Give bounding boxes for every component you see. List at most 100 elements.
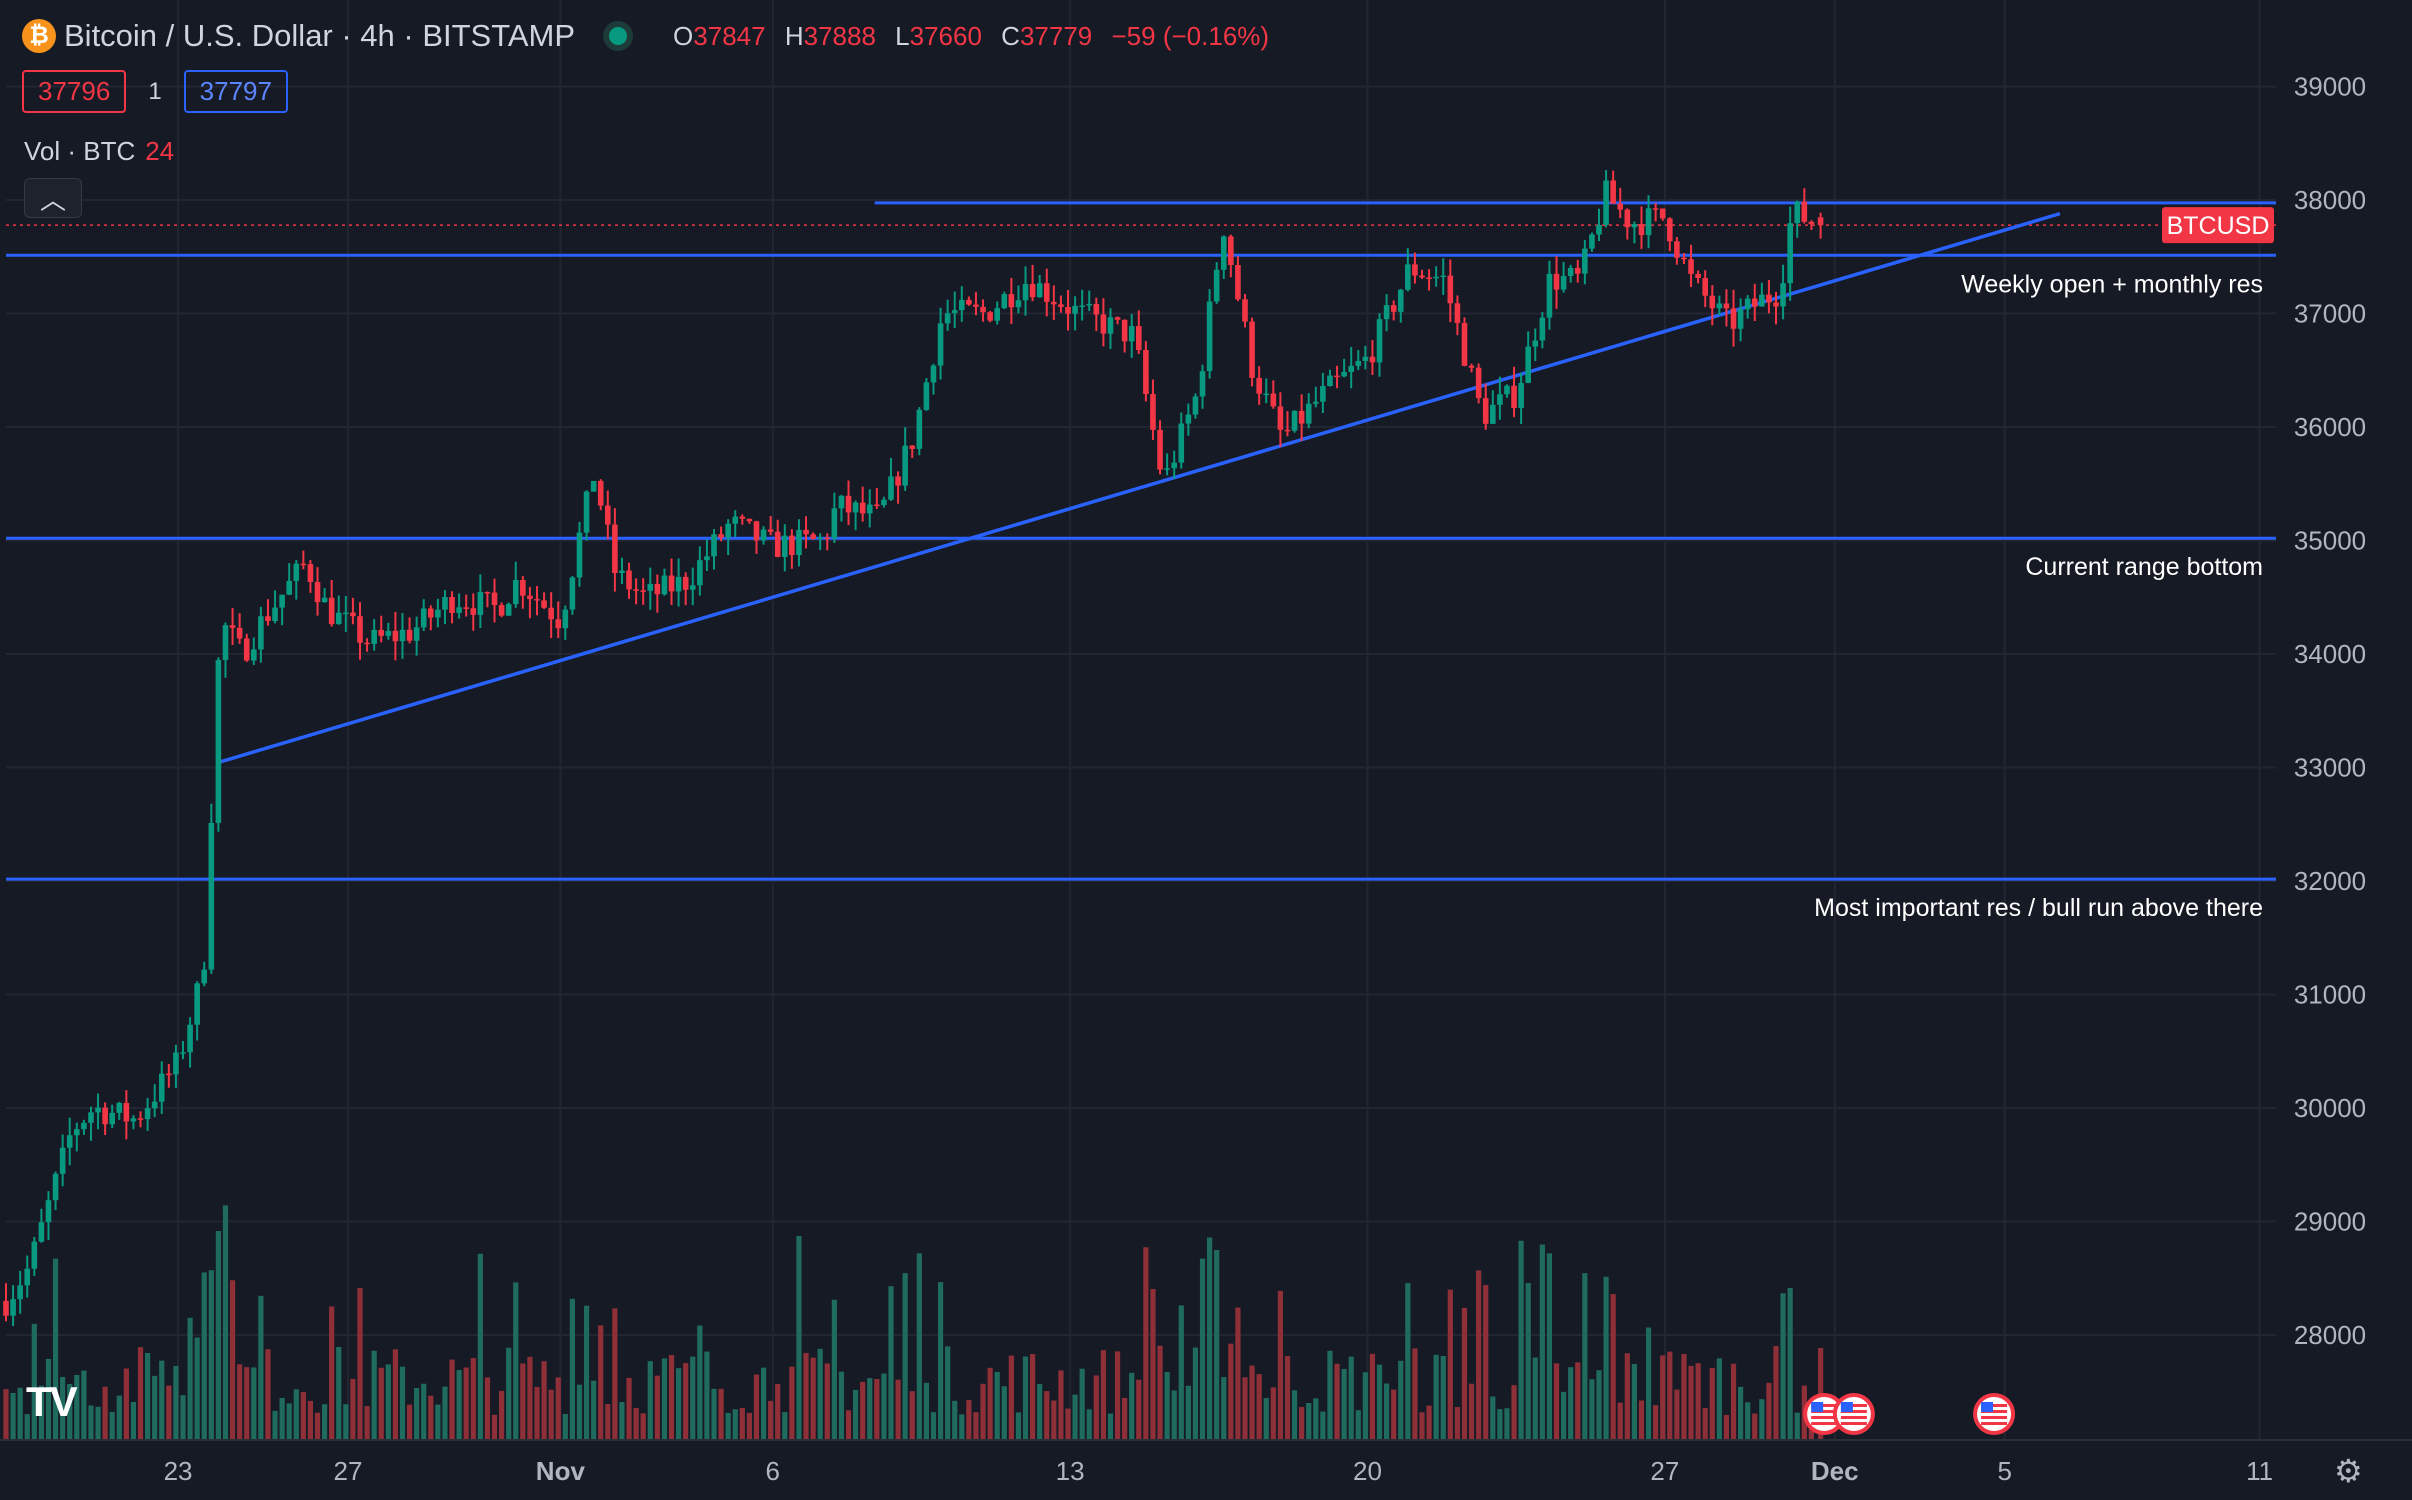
candle-body (1539, 317, 1546, 341)
candle-body (1043, 283, 1050, 302)
candle-body (1015, 300, 1022, 308)
volume-bar (668, 1354, 675, 1440)
candle-body (1150, 394, 1156, 430)
volume-bar (1143, 1247, 1149, 1440)
volume-bar (796, 1235, 802, 1440)
collapse-legend-button[interactable]: ︿ (24, 178, 82, 218)
candle-body (1702, 277, 1708, 296)
volume-bar (1376, 1364, 1383, 1440)
candle-body (307, 564, 314, 582)
candle-body (449, 597, 455, 613)
volume-bar (874, 1379, 880, 1440)
time-axis: 23 27 Nov 6 13 20 27 Dec 5 11 (0, 1439, 2412, 1486)
volume-bar (527, 1356, 533, 1440)
us-flag-icon[interactable] (1832, 1393, 1875, 1435)
candle-body (293, 563, 300, 581)
candle-body (505, 604, 512, 616)
candle-body (1348, 365, 1354, 372)
volume-bar (123, 1368, 129, 1440)
volume-bar (1667, 1351, 1673, 1440)
volume-bar (109, 1411, 115, 1440)
candle-body (335, 612, 342, 625)
volume-bar (10, 1392, 16, 1440)
candle-body (732, 516, 739, 524)
candle-body (222, 625, 229, 661)
candle-body (973, 304, 979, 307)
candle-body (767, 529, 774, 532)
candle-body (1638, 224, 1645, 236)
us-flag-icon[interactable] (1973, 1393, 2016, 1435)
gear-icon[interactable]: ⚙ (2334, 1453, 2363, 1489)
candle-body (605, 505, 611, 525)
candle-body (590, 480, 597, 492)
volume-bar (102, 1386, 108, 1440)
candle-body (1709, 295, 1716, 309)
volume-bar (399, 1366, 406, 1440)
y-tick-label: 33000 (2294, 753, 2366, 783)
candle-body (1589, 234, 1595, 249)
volume-bar (1398, 1360, 1404, 1440)
volume-bar (166, 1385, 172, 1440)
candle-body (102, 1107, 108, 1125)
candle-body (512, 579, 519, 605)
candle-body (725, 523, 731, 538)
volume-bar (470, 1358, 476, 1440)
symbol-tag-label: BTCUSD (2167, 212, 2270, 240)
candle-body (1022, 284, 1029, 301)
volume-bar (1624, 1353, 1630, 1440)
volume-bar (1030, 1354, 1036, 1440)
candle-body (852, 502, 859, 513)
volume-bar (1419, 1412, 1425, 1440)
chevron-up-icon: ︿ (39, 184, 66, 215)
quantity-value[interactable]: 1 (148, 77, 162, 105)
x-tick-label: 27 (1650, 1456, 1679, 1486)
candle-body (1277, 406, 1284, 430)
candle-body (1645, 208, 1652, 236)
candle-body (385, 630, 392, 636)
candle-body (576, 532, 583, 578)
candle-body (1518, 382, 1524, 408)
volume-bar (208, 1270, 214, 1440)
volume-bar (145, 1352, 151, 1440)
candle-body (1610, 180, 1616, 204)
candle-body (562, 609, 569, 629)
candle-body (17, 1285, 23, 1300)
candle-body (633, 589, 639, 591)
candle-body (1114, 317, 1121, 320)
volume-bar (1051, 1400, 1057, 1440)
volume-bar (477, 1253, 483, 1440)
buy-button[interactable]: 37797 (183, 70, 288, 113)
candle-body (1688, 259, 1694, 274)
candle-body (38, 1222, 45, 1242)
volume-bar (1221, 1377, 1227, 1440)
tradingview-logo[interactable]: TV (26, 1378, 78, 1425)
volume-bar (17, 1387, 23, 1440)
y-tick-label: 29000 (2294, 1207, 2366, 1237)
volume-bar (1794, 1412, 1800, 1440)
volume-bar (1738, 1386, 1744, 1440)
candle-body (923, 382, 930, 410)
candle-body (1603, 180, 1609, 225)
volume-bar (1440, 1356, 1446, 1440)
volume-bar (1730, 1363, 1737, 1440)
volume-bar (414, 1388, 420, 1440)
candle-body (1766, 294, 1772, 303)
volume-bar (725, 1412, 731, 1440)
volume-bar (1468, 1383, 1475, 1440)
volume-bar (1079, 1368, 1085, 1440)
volume-bar (307, 1400, 314, 1440)
volume-bar (1702, 1408, 1708, 1440)
candle-body (1369, 356, 1376, 363)
candle-body (1001, 294, 1008, 309)
sell-button[interactable]: 37796 (22, 70, 127, 113)
candle-body (1773, 302, 1779, 307)
bitcoin-icon: ₿ (22, 19, 56, 53)
symbol-title[interactable]: Bitcoin / U.S. Dollar · 4h · BITSTAMP (64, 18, 576, 53)
candle-body (619, 570, 625, 574)
candle-body (994, 308, 1000, 321)
volume-label: Vol · BTC (24, 136, 136, 166)
volume-legend[interactable]: Vol · BTC 24 (24, 136, 174, 167)
volume-bar (45, 1358, 52, 1440)
us-flag-icon[interactable] (1803, 1393, 1846, 1435)
